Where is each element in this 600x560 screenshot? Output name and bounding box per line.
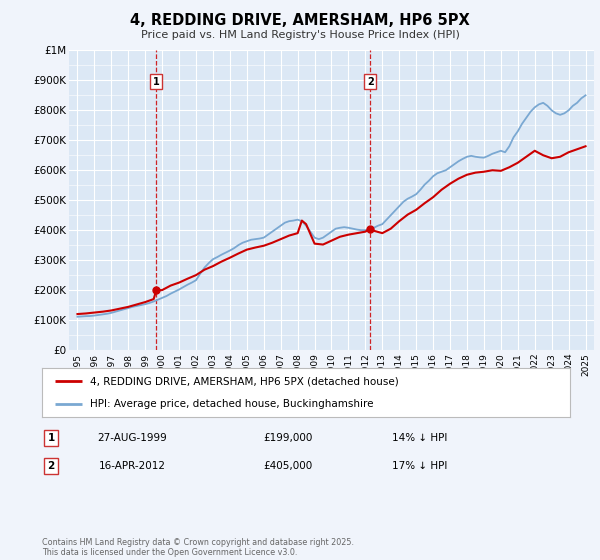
Text: HPI: Average price, detached house, Buckinghamshire: HPI: Average price, detached house, Buck… <box>89 399 373 409</box>
Text: Contains HM Land Registry data © Crown copyright and database right 2025.
This d: Contains HM Land Registry data © Crown c… <box>42 538 354 557</box>
Text: 2: 2 <box>367 77 374 87</box>
Text: 27-AUG-1999: 27-AUG-1999 <box>97 433 167 443</box>
Text: 17% ↓ HPI: 17% ↓ HPI <box>392 461 448 471</box>
Text: 16-APR-2012: 16-APR-2012 <box>98 461 166 471</box>
Text: 4, REDDING DRIVE, AMERSHAM, HP6 5PX: 4, REDDING DRIVE, AMERSHAM, HP6 5PX <box>130 13 470 28</box>
Text: 14% ↓ HPI: 14% ↓ HPI <box>392 433 448 443</box>
Text: £199,000: £199,000 <box>263 433 313 443</box>
Text: £405,000: £405,000 <box>263 461 313 471</box>
Text: 2: 2 <box>47 461 55 471</box>
Text: 4, REDDING DRIVE, AMERSHAM, HP6 5PX (detached house): 4, REDDING DRIVE, AMERSHAM, HP6 5PX (det… <box>89 376 398 386</box>
Text: 1: 1 <box>47 433 55 443</box>
Text: Price paid vs. HM Land Registry's House Price Index (HPI): Price paid vs. HM Land Registry's House … <box>140 30 460 40</box>
Text: 1: 1 <box>153 77 160 87</box>
